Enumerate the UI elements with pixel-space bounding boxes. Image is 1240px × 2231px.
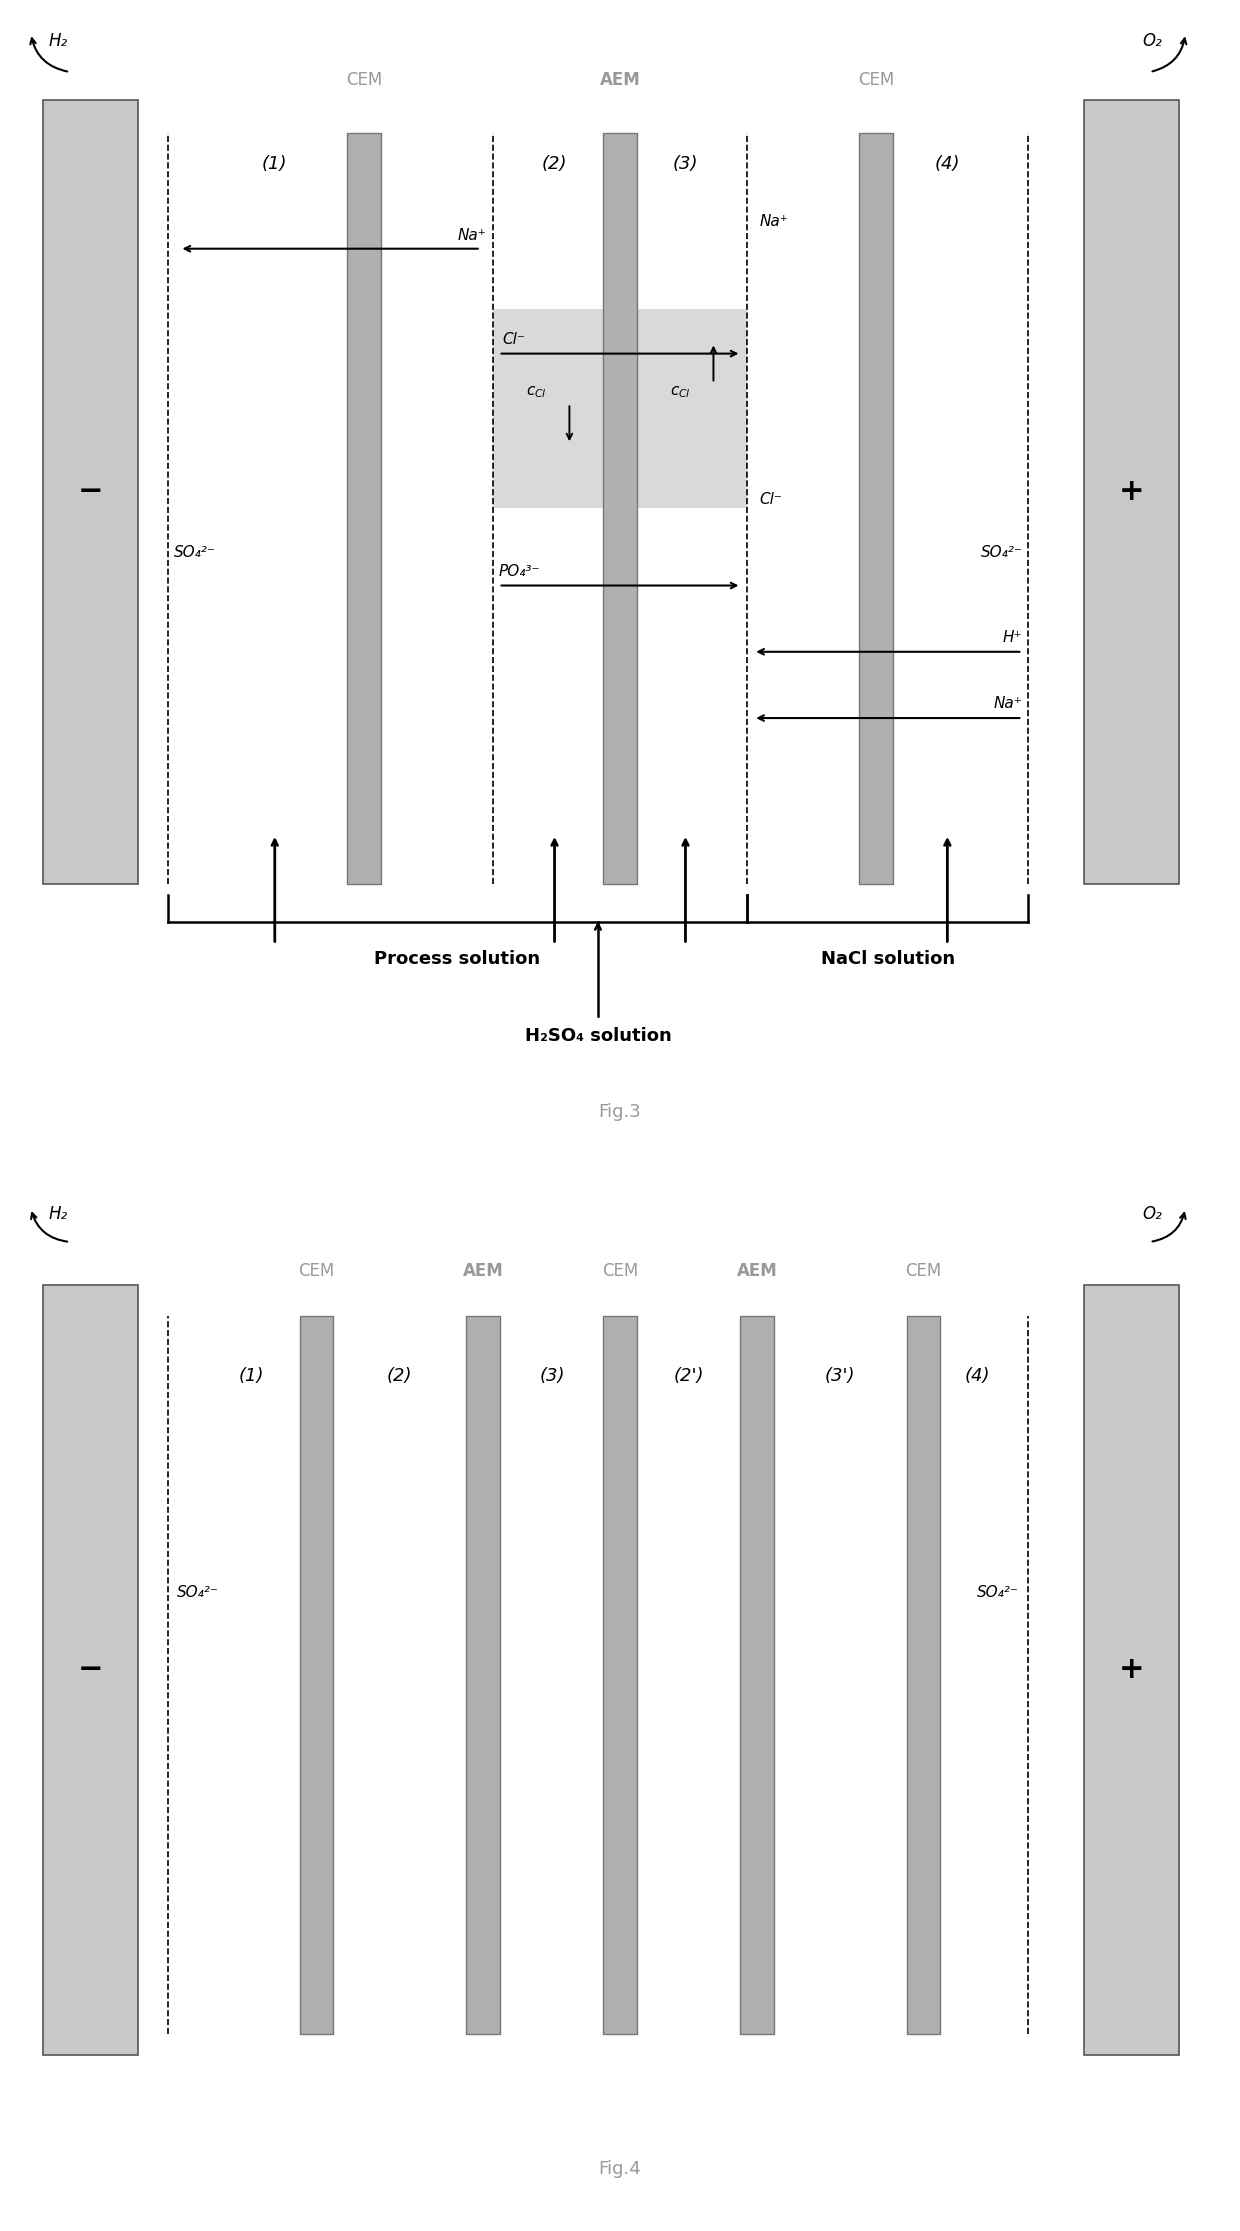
- Bar: [906, 1316, 940, 2035]
- Bar: [42, 1285, 138, 2055]
- Text: Na⁺: Na⁺: [993, 696, 1022, 712]
- Text: Na⁺: Na⁺: [458, 228, 486, 243]
- Text: (3): (3): [673, 154, 698, 172]
- Bar: [859, 132, 893, 883]
- Text: (1): (1): [262, 154, 288, 172]
- Bar: [604, 1316, 636, 2035]
- Text: $c_{Cl}$: $c_{Cl}$: [670, 384, 691, 399]
- Text: (1): (1): [238, 1368, 264, 1385]
- Text: H₂: H₂: [48, 1205, 68, 1223]
- Text: H₂SO₄ solution: H₂SO₄ solution: [525, 1026, 671, 1046]
- Text: CEM: CEM: [905, 1263, 941, 1281]
- Text: O₂: O₂: [1142, 1205, 1162, 1223]
- Text: CEM: CEM: [299, 1263, 335, 1281]
- Bar: [466, 1316, 500, 2035]
- Text: SO₄²⁻: SO₄²⁻: [174, 544, 216, 560]
- Text: AEM: AEM: [600, 71, 640, 89]
- Bar: [604, 132, 636, 883]
- Text: (2): (2): [542, 154, 567, 172]
- Text: SO₄²⁻: SO₄²⁻: [977, 1586, 1019, 1600]
- Text: (4): (4): [965, 1368, 990, 1385]
- Text: Fig.3: Fig.3: [599, 1102, 641, 1122]
- Text: O₂: O₂: [1142, 31, 1162, 49]
- Bar: [636, 310, 748, 509]
- Bar: [347, 132, 381, 883]
- Bar: [1084, 1285, 1179, 2055]
- Text: +: +: [1118, 1655, 1145, 1684]
- Text: Process solution: Process solution: [374, 950, 541, 968]
- Text: Fig.4: Fig.4: [599, 2160, 641, 2177]
- Text: SO₄²⁻: SO₄²⁻: [981, 544, 1022, 560]
- Text: CEM: CEM: [858, 71, 894, 89]
- Text: CEM: CEM: [346, 71, 382, 89]
- Text: (3'): (3'): [825, 1368, 856, 1385]
- Text: NaCl solution: NaCl solution: [821, 950, 955, 968]
- Text: $c_{Cl}$: $c_{Cl}$: [526, 384, 547, 399]
- Bar: [1084, 100, 1179, 883]
- Text: −: −: [78, 477, 103, 506]
- Text: SO₄²⁻: SO₄²⁻: [177, 1586, 219, 1600]
- Text: (2): (2): [387, 1368, 413, 1385]
- Bar: [492, 310, 604, 509]
- Text: (2'): (2'): [673, 1368, 704, 1385]
- Text: +: +: [1118, 477, 1145, 506]
- Text: AEM: AEM: [463, 1263, 503, 1281]
- Bar: [740, 1316, 774, 2035]
- Text: AEM: AEM: [737, 1263, 777, 1281]
- Text: Na⁺: Na⁺: [759, 214, 789, 228]
- Text: (4): (4): [935, 154, 960, 172]
- Bar: [42, 100, 138, 883]
- Bar: [300, 1316, 334, 2035]
- Text: (3): (3): [539, 1368, 565, 1385]
- Text: Cl⁻: Cl⁻: [759, 491, 782, 506]
- Text: −: −: [78, 1655, 103, 1684]
- Text: CEM: CEM: [601, 1263, 639, 1281]
- Text: PO₄³⁻: PO₄³⁻: [498, 564, 541, 578]
- Text: H⁺: H⁺: [1003, 629, 1022, 645]
- Text: H₂: H₂: [48, 31, 68, 49]
- Text: Cl⁻: Cl⁻: [502, 332, 525, 348]
